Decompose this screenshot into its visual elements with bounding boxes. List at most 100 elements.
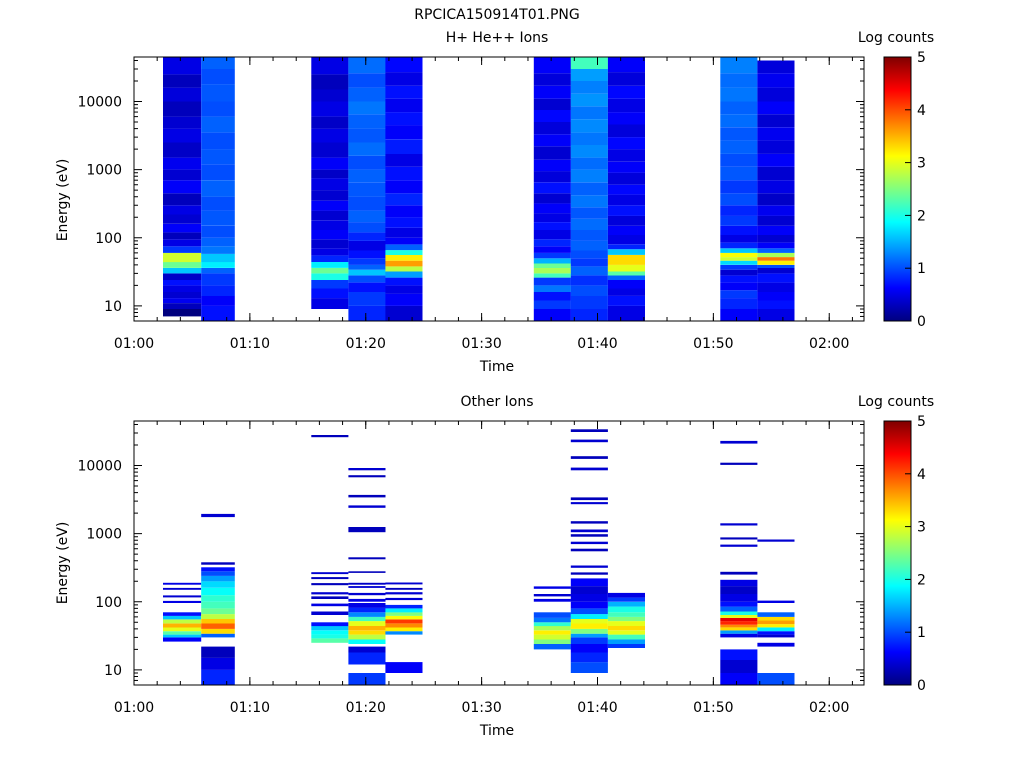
heatmap-cell (348, 269, 386, 276)
heatmap-cell (348, 275, 386, 283)
heatmap-cell (720, 544, 758, 547)
heatmap-cell (201, 210, 235, 226)
heatmap-cell (570, 572, 608, 575)
heatmap-cell (757, 166, 795, 181)
heatmap-cell (348, 101, 386, 115)
heatmap-cell (607, 634, 645, 640)
heatmap-cell (311, 169, 349, 179)
heatmap-cell (311, 74, 349, 90)
heatmap-cell (201, 633, 235, 638)
heatmap-cell (348, 258, 386, 265)
heatmap-cell (570, 429, 608, 432)
heatmap-cell (201, 657, 235, 670)
heatmap-cell (348, 630, 386, 635)
heatmap-cell (385, 608, 423, 613)
heatmap-cell (570, 57, 608, 69)
heatmap-cell (570, 662, 608, 673)
heatmap-cell (720, 215, 758, 226)
heatmap-cell (720, 594, 758, 602)
heatmap-cell (311, 255, 349, 262)
heatmap-cell (163, 169, 202, 181)
heatmap-cell (201, 614, 235, 619)
plot-frame (133, 56, 865, 322)
heatmap-cell (607, 215, 645, 226)
heatmap-cell (311, 577, 349, 580)
heatmap-cell (570, 93, 608, 107)
heatmap-cell (570, 230, 608, 241)
heatmap-cell (348, 155, 386, 170)
heatmap-cell (311, 262, 349, 268)
heatmap-cell (385, 180, 423, 194)
heatmap-cell (311, 57, 349, 75)
heatmap-cell (163, 87, 202, 102)
heatmap-cell (607, 280, 645, 289)
x-tick-label: 01:20 (346, 336, 386, 352)
heatmap-cell (757, 264, 795, 268)
colorbar-tick-label: 1 (917, 261, 926, 277)
heatmap-cell (311, 128, 349, 143)
colorbar-tick-label: 0 (917, 314, 926, 330)
heatmap-cell (348, 527, 386, 530)
x-tick-label: 02:00 (809, 336, 849, 352)
heatmap-cell (570, 195, 608, 208)
heatmap-cell (570, 608, 608, 615)
heatmap-cell (570, 456, 608, 459)
heatmap-cell (348, 282, 386, 292)
heatmap-cell (720, 440, 758, 444)
y-tick-label: 100 (95, 595, 122, 611)
heatmap-cell (757, 225, 795, 235)
heatmap-cell (757, 234, 795, 243)
heatmap-cell (720, 114, 758, 128)
panel-h-he-ions: H+ He++ Ions Log counts Time Energy (eV)… (55, 30, 934, 375)
panel-title: H+ He++ Ions (446, 30, 549, 46)
heatmap-cell (311, 603, 349, 607)
heatmap-cell (607, 172, 645, 185)
heatmap-cell (311, 116, 349, 129)
heatmap-cell (533, 258, 571, 264)
heatmap-cell (201, 246, 235, 254)
heatmap-cell (607, 592, 645, 598)
heatmap-cell (720, 673, 758, 685)
heatmap-cell (201, 618, 235, 624)
heatmap-cell (163, 303, 202, 309)
heatmap-cell (311, 583, 349, 586)
heatmap-cell (311, 190, 349, 201)
heatmap-cell (385, 237, 423, 245)
heatmap-cell (720, 87, 758, 102)
heatmap-cell (720, 275, 758, 283)
heatmap-cell (757, 252, 795, 258)
heatmap-cell (720, 630, 758, 634)
heatmap-cell (570, 529, 608, 533)
heatmap-cell (720, 606, 758, 612)
heatmap-cell (201, 273, 235, 286)
heatmap-cell (385, 582, 423, 585)
heatmap-cell (570, 439, 608, 443)
heatmap-cell (348, 529, 386, 533)
x-axis-label: Time (479, 723, 514, 739)
heatmap-cell (570, 541, 608, 545)
heatmap-cell (348, 87, 386, 102)
x-tick-label: 01:50 (693, 700, 733, 716)
heatmap-cell (720, 252, 758, 258)
heatmap-cell (385, 227, 423, 238)
heatmap-cell (348, 582, 386, 585)
heatmap-cell (385, 112, 423, 126)
heatmap-cell (385, 98, 423, 113)
heatmap-cell (607, 275, 645, 280)
heatmap-cell (607, 249, 645, 255)
colorbar-tick-label: 3 (917, 156, 926, 172)
x-tick-label: 01:40 (577, 700, 617, 716)
heatmap-cell (348, 621, 386, 626)
heatmap-cell (720, 462, 758, 465)
colorbar-label: Log counts (858, 30, 934, 46)
heatmap-cell (607, 98, 645, 113)
heatmap-cell (720, 615, 758, 618)
heatmap-cell (163, 205, 202, 215)
heatmap-cell (311, 288, 349, 299)
heatmap-cell (533, 300, 571, 309)
heatmap-cell (201, 164, 235, 181)
heatmap-cell (607, 124, 645, 138)
heatmap-cell (533, 252, 571, 259)
heatmap-cell (348, 603, 386, 608)
